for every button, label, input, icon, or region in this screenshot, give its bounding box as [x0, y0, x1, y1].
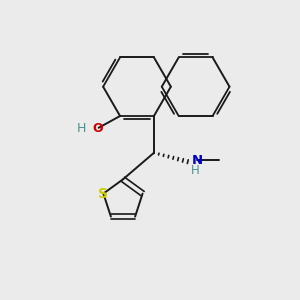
Text: O: O — [92, 122, 103, 136]
Text: S: S — [98, 187, 108, 201]
Text: H: H — [191, 164, 200, 177]
Text: N: N — [191, 154, 203, 167]
Text: H: H — [77, 122, 86, 136]
